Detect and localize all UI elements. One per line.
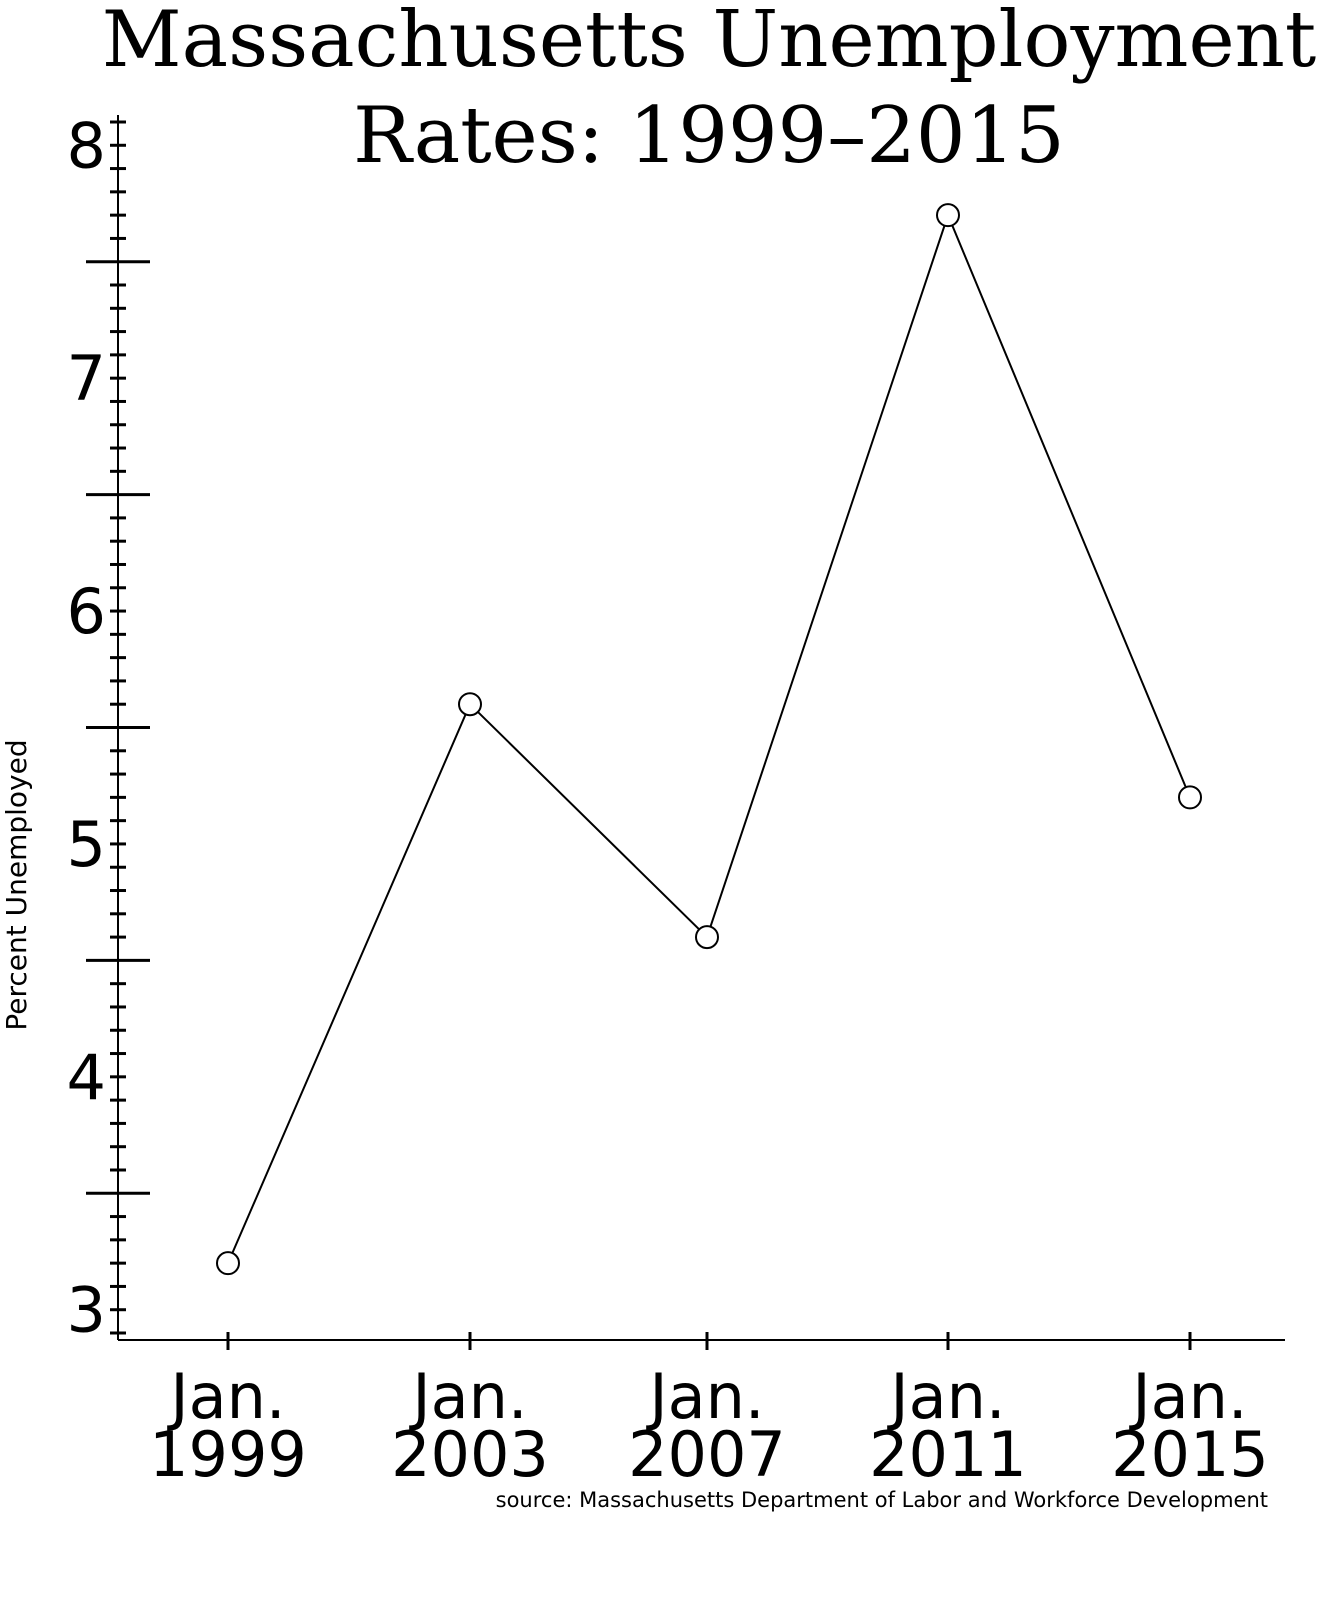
- y-tick-label: 3: [67, 1274, 106, 1347]
- point: [458, 692, 482, 717]
- y-axis-label: Percent Unemployed: [0, 739, 33, 1030]
- y-tick-label: 8: [67, 109, 106, 182]
- x-tick-label: Jan. 2015: [1111, 1360, 1269, 1491]
- y-tick-label: 4: [67, 1041, 106, 1114]
- x-tick-label: Jan. 2007: [628, 1360, 786, 1491]
- y-tick-label: 6: [67, 575, 106, 648]
- chart-title: Massachusetts Unemployment Rates: 1999–2…: [101, 0, 1317, 181]
- x-tick-label: Jan. 2011: [869, 1360, 1027, 1491]
- point: [1178, 785, 1202, 810]
- x-tick-label: Jan. 2003: [391, 1360, 549, 1491]
- point: [216, 1251, 240, 1276]
- source: source: Massachusetts Department of Labo…: [495, 1488, 1268, 1512]
- point: [695, 925, 719, 950]
- x-tick-label: Jan. 1999: [149, 1360, 307, 1491]
- y-tick-label: 5: [67, 808, 106, 881]
- y-tick-label: 7: [67, 342, 106, 415]
- line: [227, 212, 1191, 1264]
- point: [936, 203, 960, 228]
